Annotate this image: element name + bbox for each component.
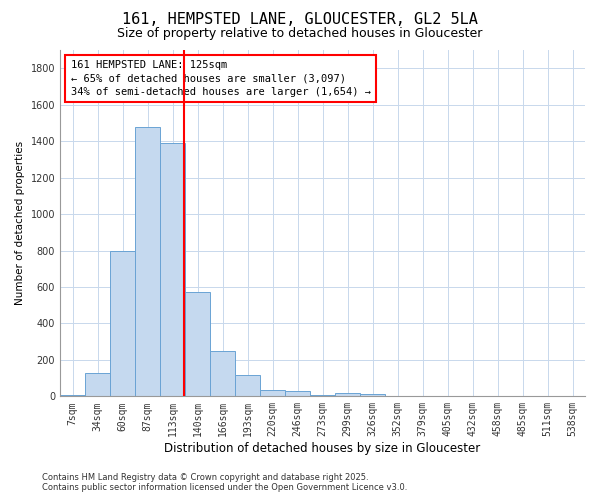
X-axis label: Distribution of detached houses by size in Gloucester: Distribution of detached houses by size …	[164, 442, 481, 455]
Bar	[285, 391, 310, 396]
Bar	[185, 292, 210, 397]
Bar	[135, 126, 160, 396]
Bar	[335, 392, 360, 396]
Bar	[85, 372, 110, 396]
Bar	[110, 250, 135, 396]
Text: 161 HEMPSTED LANE: 125sqm
← 65% of detached houses are smaller (3,097)
34% of se: 161 HEMPSTED LANE: 125sqm ← 65% of detac…	[71, 60, 371, 97]
Y-axis label: Number of detached properties: Number of detached properties	[15, 141, 25, 305]
Bar	[260, 390, 285, 396]
Text: 161, HEMPSTED LANE, GLOUCESTER, GL2 5LA: 161, HEMPSTED LANE, GLOUCESTER, GL2 5LA	[122, 12, 478, 28]
Text: Contains HM Land Registry data © Crown copyright and database right 2025.
Contai: Contains HM Land Registry data © Crown c…	[42, 473, 407, 492]
Bar	[60, 394, 85, 396]
Bar	[360, 394, 385, 396]
Bar	[210, 351, 235, 397]
Bar	[235, 376, 260, 396]
Text: Size of property relative to detached houses in Gloucester: Size of property relative to detached ho…	[118, 28, 482, 40]
Bar	[160, 143, 185, 397]
